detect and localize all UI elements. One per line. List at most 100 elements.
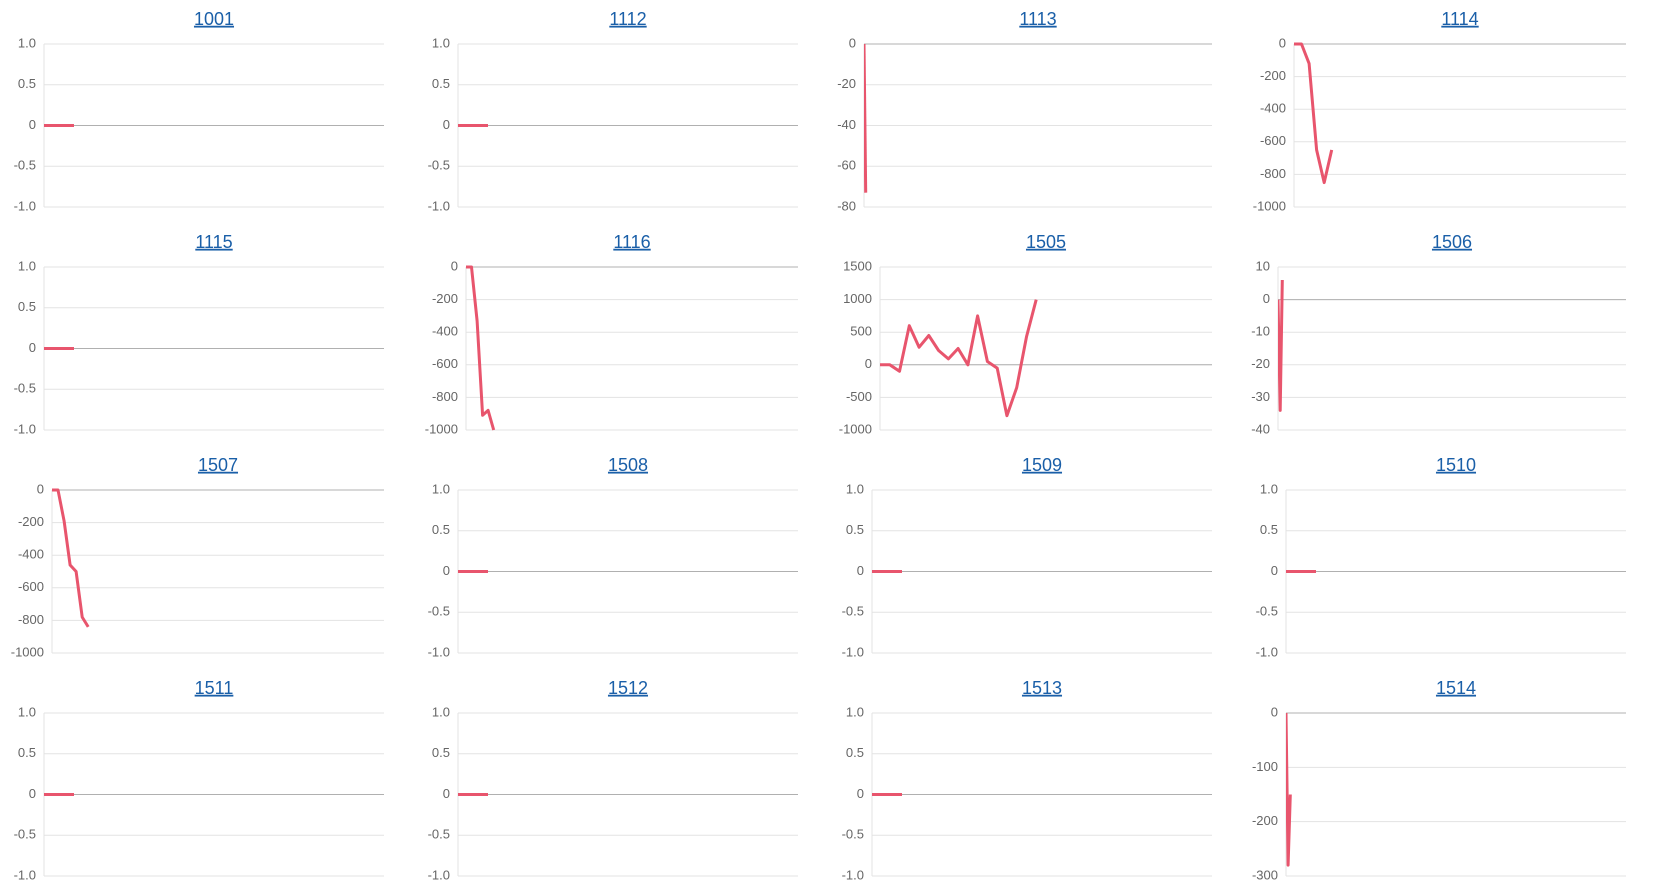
y-tick-label: -0.5 bbox=[1256, 604, 1278, 619]
y-tick-label: 10 bbox=[1256, 258, 1270, 273]
y-tick-label: -20 bbox=[837, 76, 856, 91]
chart-panel: 1115 -1.0 -0.5 0 0.5 1.0 bbox=[14, 232, 384, 436]
y-tick-label: 0 bbox=[37, 481, 44, 496]
y-tick-label: 0.5 bbox=[432, 76, 450, 91]
y-tick-label: -0.5 bbox=[842, 827, 864, 842]
y-tick-label: 1.0 bbox=[1260, 481, 1278, 496]
data-line bbox=[1294, 42, 1334, 185]
chart-title[interactable]: 1510 bbox=[1436, 455, 1476, 475]
y-tick-label: -1.0 bbox=[14, 867, 36, 882]
y-tick-label: 1.0 bbox=[432, 35, 450, 50]
chart-title[interactable]: 1511 bbox=[195, 678, 234, 698]
y-tick-label: 1000 bbox=[843, 291, 872, 306]
data-line bbox=[52, 488, 90, 628]
y-tick-label: -30 bbox=[1251, 389, 1270, 404]
y-tick-label: -10 bbox=[1251, 324, 1270, 339]
chart-panel: 1116 -1000 -800 -600 -400 -200 0 bbox=[425, 232, 798, 436]
y-tick-label: -800 bbox=[432, 389, 458, 404]
y-tick-label: -1.0 bbox=[428, 644, 450, 659]
y-tick-label: -1.0 bbox=[1256, 644, 1278, 659]
y-tick-label: 0 bbox=[849, 35, 856, 50]
y-tick-label: -1.0 bbox=[842, 867, 864, 882]
y-tick-label: 0.5 bbox=[18, 299, 36, 314]
y-tick-label: -500 bbox=[846, 389, 872, 404]
y-tick-label: 0 bbox=[443, 117, 450, 132]
y-tick-label: -0.5 bbox=[14, 381, 36, 396]
chart-title[interactable]: 1505 bbox=[1026, 232, 1066, 252]
chart-title[interactable]: 1509 bbox=[1022, 455, 1062, 475]
y-tick-label: -600 bbox=[1260, 133, 1286, 148]
y-tick-label: -200 bbox=[18, 514, 44, 529]
y-tick-label: -400 bbox=[1260, 101, 1286, 116]
y-tick-label: -200 bbox=[1260, 68, 1286, 83]
y-tick-label: -1000 bbox=[11, 644, 44, 659]
y-tick-label: -1.0 bbox=[14, 421, 36, 436]
y-tick-label: 1.0 bbox=[846, 704, 864, 719]
y-tick-label: -1.0 bbox=[428, 867, 450, 882]
y-tick-label: 0 bbox=[857, 786, 864, 801]
y-tick-label: 0 bbox=[1263, 291, 1270, 306]
y-tick-label: 0 bbox=[29, 117, 36, 132]
y-tick-label: -300 bbox=[1252, 867, 1278, 882]
y-tick-label: -1000 bbox=[839, 421, 872, 436]
y-tick-label: 1.0 bbox=[18, 258, 36, 273]
chart-title[interactable]: 1513 bbox=[1022, 678, 1062, 698]
chart-panel: 1512 -1.0 -0.5 0 0.5 1.0 bbox=[428, 678, 798, 882]
y-tick-label: -60 bbox=[837, 158, 856, 173]
y-tick-label: 0.5 bbox=[432, 745, 450, 760]
chart-panel: 1112 -1.0 -0.5 0 0.5 1.0 bbox=[428, 9, 798, 213]
chart-panel: 1509 -1.0 -0.5 0 0.5 1.0 bbox=[842, 455, 1212, 659]
chart-title[interactable]: 1001 bbox=[194, 9, 234, 29]
y-tick-label: 0 bbox=[1279, 35, 1286, 50]
chart-title[interactable]: 1508 bbox=[608, 455, 648, 475]
y-tick-label: -1.0 bbox=[14, 198, 36, 213]
chart-panel: 1114 -1000 -800 -600 -400 -200 0 bbox=[1253, 9, 1626, 213]
y-tick-label: -0.5 bbox=[14, 827, 36, 842]
y-tick-label: 1.0 bbox=[432, 481, 450, 496]
chart-title[interactable]: 1512 bbox=[608, 678, 648, 698]
chart-title[interactable]: 1116 bbox=[613, 232, 650, 252]
chart-title[interactable]: 1514 bbox=[1436, 678, 1476, 698]
y-tick-label: -40 bbox=[1251, 421, 1270, 436]
data-line bbox=[1286, 712, 1292, 867]
y-tick-label: -0.5 bbox=[428, 827, 450, 842]
y-tick-label: 1.0 bbox=[846, 481, 864, 496]
chart-title[interactable]: 1507 bbox=[198, 455, 238, 475]
chart-panel: 1511 -1.0 -0.5 0 0.5 1.0 bbox=[14, 678, 384, 882]
y-tick-label: -1000 bbox=[425, 421, 458, 436]
y-tick-label: -600 bbox=[432, 356, 458, 371]
chart-title[interactable]: 1113 bbox=[1019, 9, 1056, 29]
y-tick-label: 0 bbox=[29, 786, 36, 801]
chart-title[interactable]: 1112 bbox=[609, 9, 646, 29]
y-tick-label: 0 bbox=[443, 563, 450, 578]
y-tick-label: -400 bbox=[18, 547, 44, 562]
y-tick-label: 0 bbox=[1271, 704, 1278, 719]
y-tick-label: 500 bbox=[850, 324, 872, 339]
chart-panel: 1514 -300 -200 -100 0 bbox=[1252, 678, 1626, 882]
chart-panel: 1113 -80 -60 -40 -20 0 bbox=[837, 9, 1212, 213]
y-tick-label: 0.5 bbox=[846, 522, 864, 537]
y-tick-label: 0.5 bbox=[846, 745, 864, 760]
chart-title[interactable]: 1115 bbox=[195, 232, 232, 252]
chart-title[interactable]: 1506 bbox=[1432, 232, 1472, 252]
y-tick-label: 0 bbox=[865, 356, 872, 371]
y-tick-label: -0.5 bbox=[14, 158, 36, 173]
y-tick-label: 0 bbox=[857, 563, 864, 578]
chart-title[interactable]: 1114 bbox=[1441, 9, 1478, 29]
y-tick-label: -600 bbox=[18, 579, 44, 594]
y-tick-label: -100 bbox=[1252, 759, 1278, 774]
chart-panel: 1001 -1.0 -0.5 0 0.5 1.0 bbox=[14, 9, 384, 213]
chart-panel: 1508 -1.0 -0.5 0 0.5 1.0 bbox=[428, 455, 798, 659]
y-tick-label: -80 bbox=[837, 198, 856, 213]
y-tick-label: -200 bbox=[1252, 813, 1278, 828]
data-line bbox=[880, 299, 1038, 418]
chart-panel: 1506 -40 -30 -20 -10 0 10 bbox=[1251, 232, 1626, 436]
chart-panel: 1505 -1000 -500 0 500 1000 1500 bbox=[839, 232, 1212, 436]
y-tick-label: 0 bbox=[443, 786, 450, 801]
data-line bbox=[466, 265, 496, 431]
y-tick-label: 1.0 bbox=[18, 704, 36, 719]
y-tick-label: -0.5 bbox=[842, 604, 864, 619]
y-tick-label: -800 bbox=[18, 612, 44, 627]
